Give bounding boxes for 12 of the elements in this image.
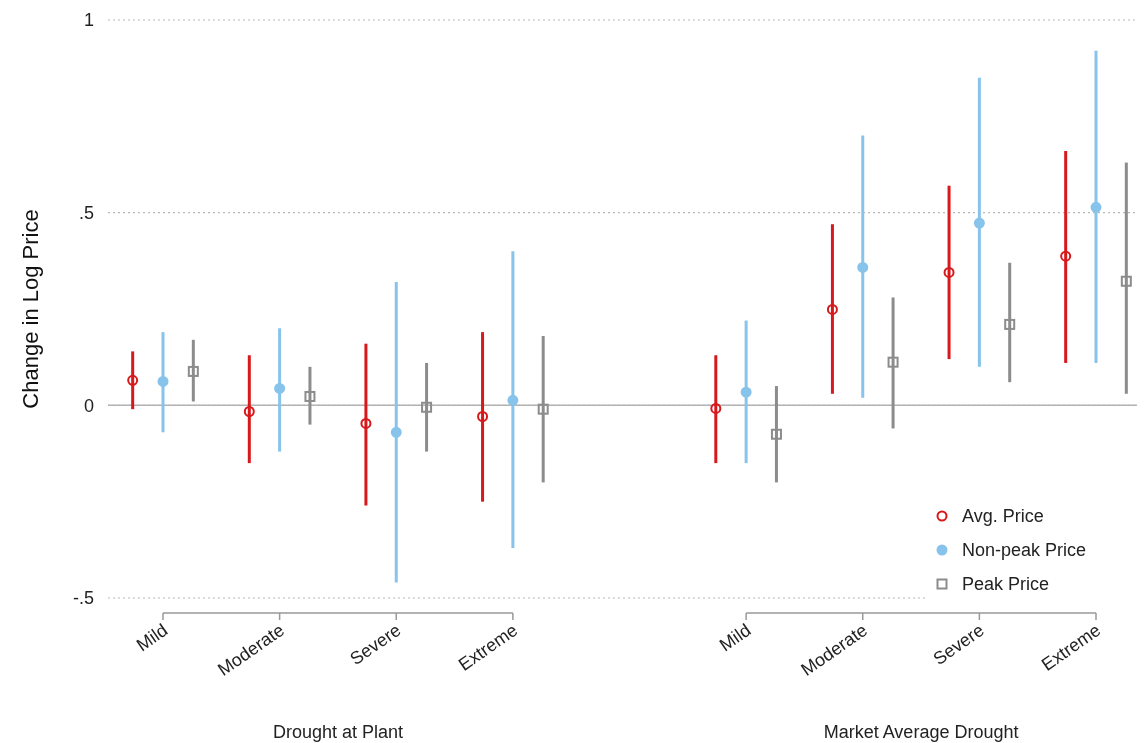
- y-tick-label: 0: [83, 395, 94, 416]
- legend-label: Peak Price: [962, 574, 1050, 595]
- y-tick-label: 1: [83, 10, 94, 31]
- x-tick-label: Mild: [132, 619, 172, 656]
- legend-label: Avg. Price: [962, 506, 1044, 527]
- x-tick-label: Mild: [715, 619, 755, 656]
- text: Drought at Plant: [272, 722, 403, 742]
- text: Market Average Drought: [823, 722, 1019, 742]
- y-tick-label: .5: [78, 202, 94, 223]
- legend-label: Non-peak Price: [962, 540, 1087, 561]
- y-tick-label: -.5: [72, 588, 94, 609]
- y-axis-title: Change in Log Price: [18, 209, 43, 409]
